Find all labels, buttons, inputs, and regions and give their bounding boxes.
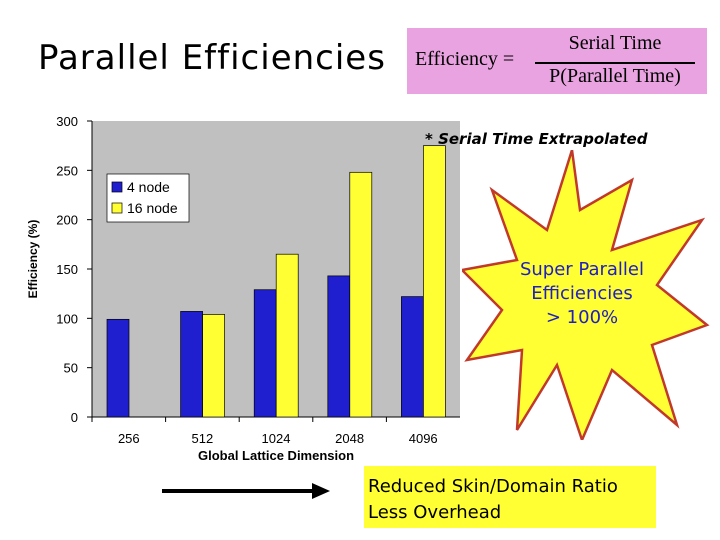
bar-series1-1024 — [253, 289, 277, 418]
slide-title: Parallel Efficiencies — [38, 38, 386, 78]
bar-series2-1024 — [275, 253, 299, 418]
y-tick-label: 100 — [56, 311, 78, 326]
right-arrow-icon — [162, 483, 330, 499]
callout-line-1: Super Parallel — [519, 259, 645, 280]
bar-series1-512 — [180, 311, 203, 418]
overhead-note-box: Reduced Skin/Domain Ratio Less Overhead — [364, 466, 656, 528]
formula-denominator: P(Parallel Time) — [549, 65, 681, 87]
starburst-callout — [462, 150, 710, 440]
x-tick-label: 512 — [192, 431, 214, 446]
formula-fraction-bar — [535, 62, 695, 64]
bar-series2-512 — [202, 314, 225, 418]
y-axis-label: Efficiency (%) — [26, 220, 40, 299]
starburst-shape — [462, 150, 710, 440]
bar-series1-256 — [106, 318, 130, 418]
callout-line-2: Efficiencies — [531, 283, 633, 304]
x-tick-label: 1024 — [262, 431, 291, 446]
y-tick-label: 200 — [56, 213, 78, 228]
bar-series2-2048 — [349, 171, 373, 418]
legend-swatch-1 — [111, 181, 123, 193]
formula-numerator: Serial Time — [568, 32, 662, 54]
y-tick-label: 50 — [64, 361, 78, 376]
footnote: * Serial Time Extrapolated — [425, 130, 648, 148]
x-tick-label: 2048 — [335, 431, 364, 446]
x-axis-label: Global Lattice Dimension — [198, 448, 354, 463]
formula-lhs: Efficiency = — [415, 48, 515, 70]
y-tick-label: 300 — [56, 114, 78, 129]
bar-series1-4096 — [401, 296, 424, 418]
efficiency-formula: Efficiency = Serial Time P(Parallel Time… — [407, 28, 707, 94]
y-tick-label: 0 — [71, 410, 78, 425]
legend-swatch-2 — [111, 202, 123, 214]
bar-series1-2048 — [327, 275, 351, 418]
overhead-note-line-1: Reduced Skin/Domain Ratio — [368, 476, 618, 497]
callout-line-3: > 100% — [545, 307, 619, 328]
legend-label-2: 16 node — [127, 200, 178, 216]
overhead-note-line-2: Less Overhead — [368, 502, 502, 523]
x-tick-label: 256 — [118, 431, 140, 446]
bar-series2-4096 — [423, 145, 446, 418]
efficiency-bar-chart: 0 50 100 150 200 250 300 256 512 1024 2048 4096 Glob… — [26, 114, 460, 463]
starburst-text: Super Parallel Efficiencies > 100% — [492, 258, 672, 330]
y-tick-label: 150 — [56, 262, 78, 277]
x-tick-label: 4096 — [409, 431, 438, 446]
legend-label-1: 4 node — [127, 179, 170, 195]
y-tick-label: 250 — [56, 163, 78, 178]
